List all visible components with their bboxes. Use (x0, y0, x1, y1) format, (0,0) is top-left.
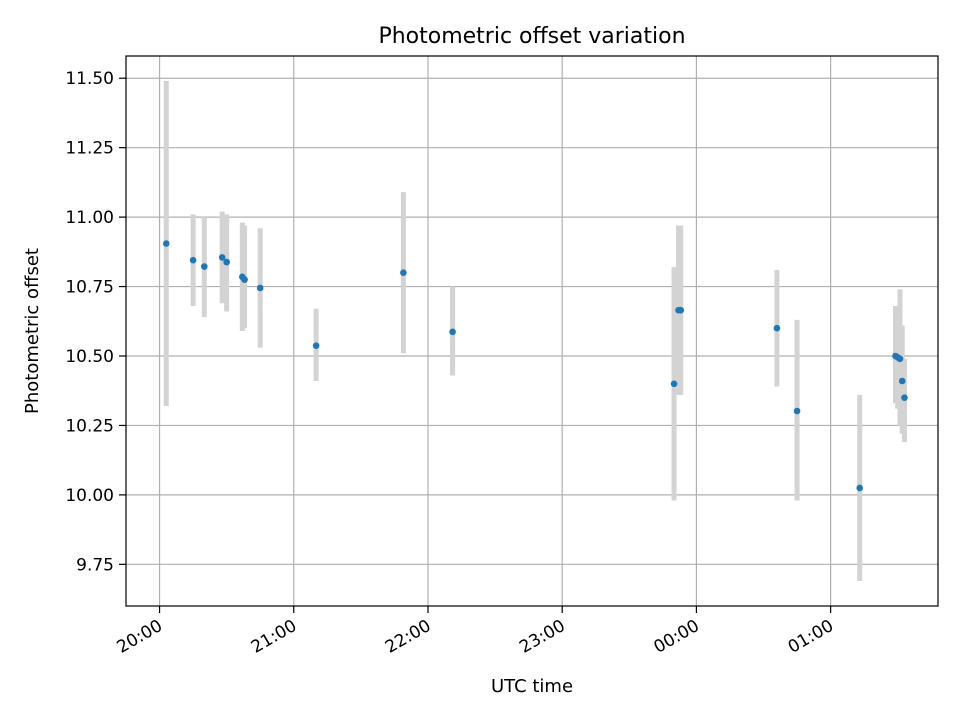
y-tick-label: 11.25 (65, 139, 114, 159)
data-point (200, 263, 208, 270)
chart-title: Photometric offset variation (378, 24, 685, 49)
plot-frame (125, 55, 939, 607)
data-point (189, 256, 197, 264)
y-tick-label: 10.25 (65, 416, 114, 436)
data-point (793, 407, 801, 415)
data-point (256, 284, 264, 292)
x-axis-label: UTC time (491, 676, 573, 697)
data-point (677, 306, 685, 314)
y-tick-label: 11.00 (65, 208, 114, 228)
y-axis: 9.75 10.00 10.25 10.50 10.75 11.00 11.25 11.50 (65, 69, 126, 575)
y-tick-label: 10.00 (65, 486, 114, 506)
data-points (162, 240, 908, 492)
y-axis-label: Photometric offset (22, 248, 43, 414)
data-point (773, 324, 781, 332)
y-tick-label: 10.75 (65, 278, 114, 298)
data-point (670, 380, 678, 388)
data-point (856, 484, 864, 492)
data-point (223, 258, 230, 266)
y-tick-label: 10.50 (65, 347, 114, 367)
data-point (896, 355, 904, 363)
data-point (218, 254, 226, 261)
data-point (901, 394, 908, 401)
data-point (312, 342, 320, 350)
data-point (241, 276, 248, 283)
data-point (400, 269, 407, 276)
data-point (449, 328, 456, 336)
data-point (162, 240, 170, 247)
y-tick-label: 9.75 (76, 555, 114, 575)
data-point (898, 377, 906, 385)
y-tick-label: 11.50 (65, 69, 114, 89)
